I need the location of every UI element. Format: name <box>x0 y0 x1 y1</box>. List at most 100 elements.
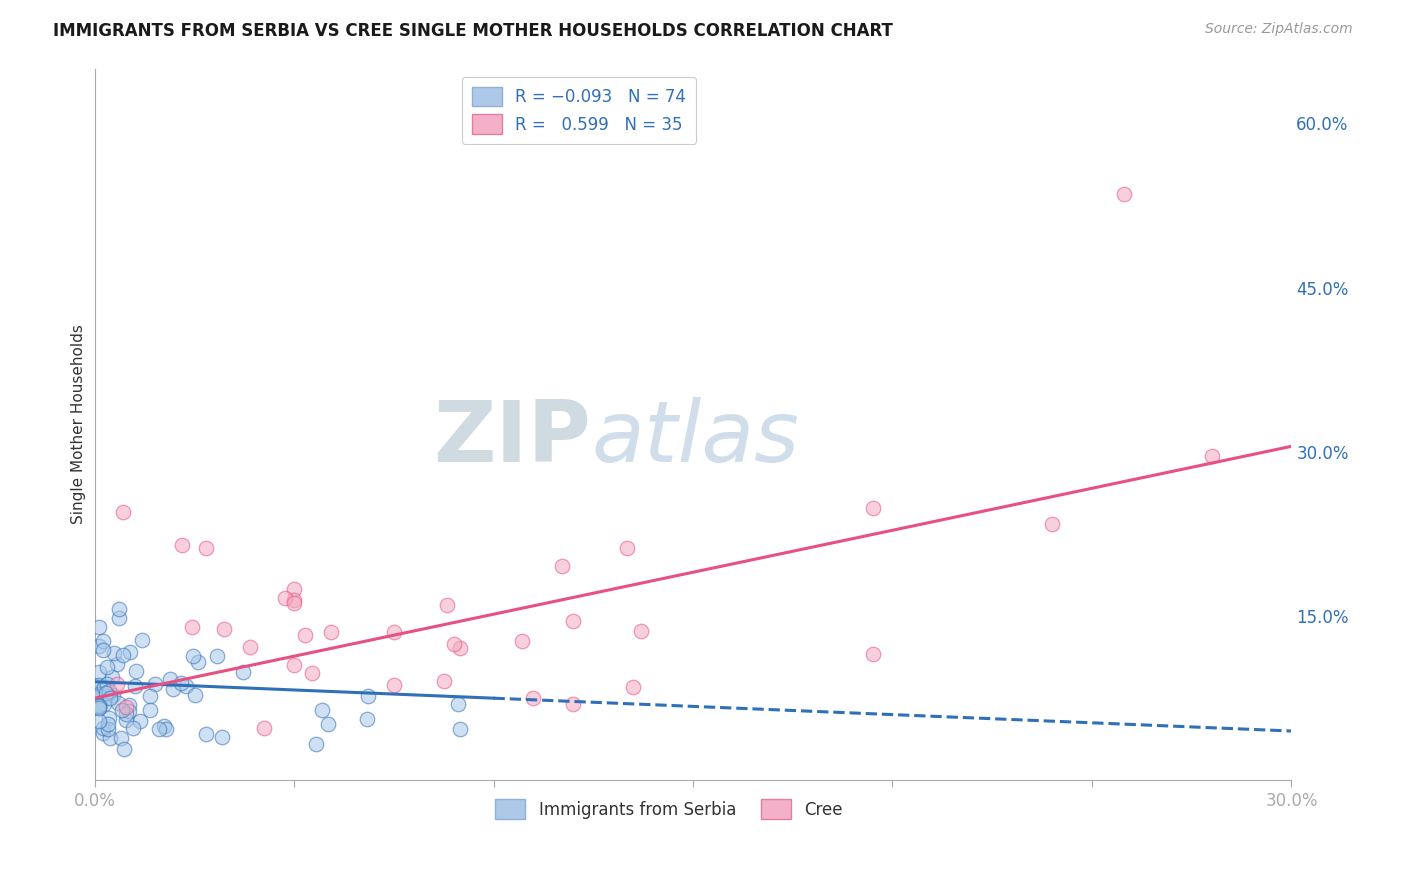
Point <box>103 646 125 660</box>
Point <box>118 698 141 712</box>
Text: ZIP: ZIP <box>433 397 592 480</box>
Point <box>87 678 110 692</box>
Point <box>180 620 202 634</box>
Point <box>125 664 148 678</box>
Point <box>211 730 233 744</box>
Point <box>100 731 122 745</box>
Point <box>283 657 305 672</box>
Point <box>105 657 128 671</box>
Point <box>129 714 152 728</box>
Point <box>283 582 305 596</box>
Point <box>449 722 471 736</box>
Point <box>172 538 194 552</box>
Point <box>87 665 110 680</box>
Point <box>181 648 204 663</box>
Point <box>562 697 585 711</box>
Point <box>382 678 405 692</box>
Point <box>87 620 110 634</box>
Point <box>148 722 170 736</box>
Legend: Immigrants from Serbia, Cree: Immigrants from Serbia, Cree <box>489 793 849 825</box>
Point <box>118 704 141 718</box>
Point <box>862 648 884 662</box>
Point <box>114 699 136 714</box>
Point <box>621 680 644 694</box>
Point <box>187 656 209 670</box>
Point <box>87 701 110 715</box>
Point <box>98 684 121 698</box>
Point <box>97 711 120 725</box>
Point <box>159 673 181 687</box>
Point <box>212 622 235 636</box>
Point <box>93 721 115 735</box>
Point <box>112 742 135 756</box>
Point <box>93 680 115 694</box>
Point <box>1040 517 1063 532</box>
Point <box>87 700 110 714</box>
Point <box>101 670 124 684</box>
Point <box>436 598 458 612</box>
Point <box>87 690 110 704</box>
Point <box>253 721 276 735</box>
Point <box>357 689 380 703</box>
Point <box>107 611 129 625</box>
Point <box>121 721 143 735</box>
Point <box>115 713 138 727</box>
Point <box>139 689 162 703</box>
Point <box>862 500 884 515</box>
Point <box>283 592 305 607</box>
Point <box>239 640 262 654</box>
Point <box>311 703 333 717</box>
Point <box>630 624 652 638</box>
Point <box>97 717 120 731</box>
Point <box>87 639 110 653</box>
Point <box>562 614 585 628</box>
Point <box>551 559 574 574</box>
Point <box>155 722 177 736</box>
Point <box>305 737 328 751</box>
Text: atlas: atlas <box>592 397 799 480</box>
Point <box>162 682 184 697</box>
Point <box>319 624 342 639</box>
Point <box>110 731 132 746</box>
Point <box>111 505 134 519</box>
Point <box>356 712 378 726</box>
Point <box>447 697 470 711</box>
Point <box>93 697 115 711</box>
Point <box>89 698 111 713</box>
Point <box>90 682 112 697</box>
Y-axis label: Single Mother Households: Single Mother Households <box>72 325 86 524</box>
Point <box>87 699 110 714</box>
Point <box>194 727 217 741</box>
Point <box>131 633 153 648</box>
Point <box>94 686 117 700</box>
Point <box>170 676 193 690</box>
Point <box>616 541 638 556</box>
Point <box>91 726 114 740</box>
Point <box>115 706 138 721</box>
Point <box>152 719 174 733</box>
Point <box>443 637 465 651</box>
Point <box>112 648 135 662</box>
Point <box>111 702 134 716</box>
Point <box>98 691 121 706</box>
Point <box>87 699 110 714</box>
Point <box>107 601 129 615</box>
Point <box>195 541 218 556</box>
Point <box>97 722 120 736</box>
Point <box>1201 449 1223 463</box>
Point <box>449 640 471 655</box>
Point <box>91 633 114 648</box>
Point <box>96 660 118 674</box>
Point <box>124 679 146 693</box>
Point <box>510 634 533 648</box>
Point <box>105 677 128 691</box>
Point <box>522 691 544 706</box>
Point <box>274 591 297 605</box>
Point <box>96 677 118 691</box>
Point <box>118 645 141 659</box>
Point <box>107 696 129 710</box>
Point <box>184 688 207 702</box>
Point <box>232 665 254 680</box>
Point <box>98 690 121 704</box>
Point <box>139 703 162 717</box>
